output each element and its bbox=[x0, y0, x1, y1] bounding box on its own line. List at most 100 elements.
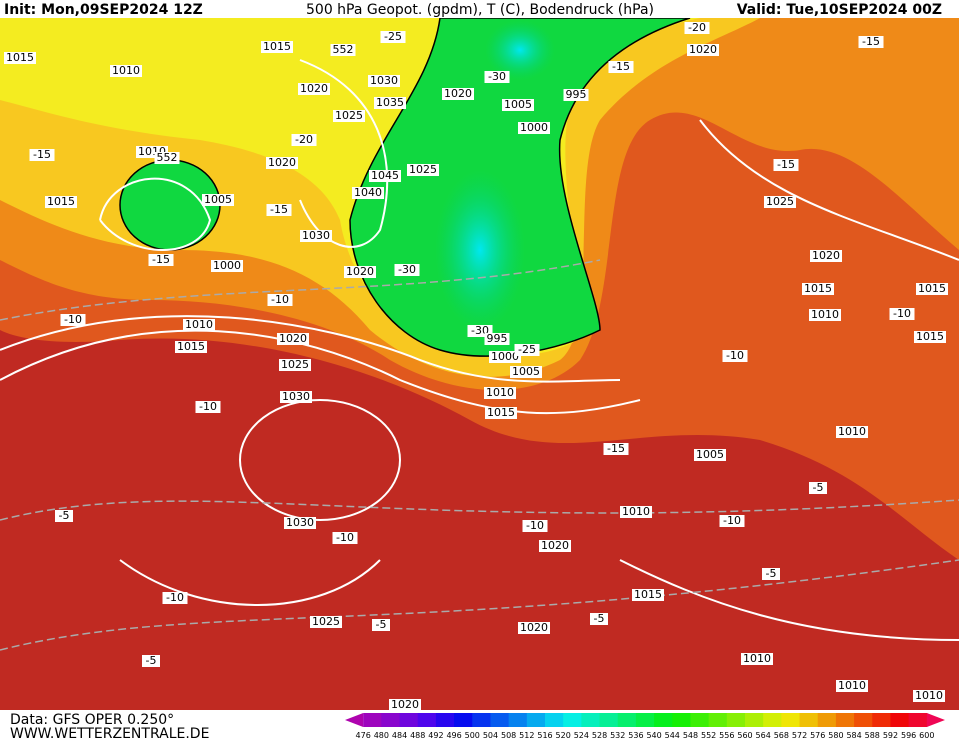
colorbar-label: 544 bbox=[665, 731, 680, 740]
label-box bbox=[522, 520, 548, 532]
isoline-label: 1010 bbox=[486, 386, 514, 399]
isoline-label: -10 bbox=[199, 400, 217, 413]
isoline-label: -15 bbox=[152, 253, 170, 266]
colorbar-label: 496 bbox=[446, 731, 461, 740]
isoline-label: 1030 bbox=[286, 516, 314, 529]
isoline-label: 552 bbox=[333, 43, 354, 56]
label-box bbox=[694, 449, 726, 461]
label-box bbox=[29, 149, 55, 161]
cold-core bbox=[485, 20, 555, 80]
colorbar-label: 592 bbox=[883, 731, 898, 740]
colorbar-segment bbox=[799, 713, 819, 727]
label-box bbox=[195, 401, 221, 413]
label-box bbox=[914, 331, 946, 343]
colorbar-segment bbox=[508, 713, 528, 727]
isoline-label: 552 bbox=[157, 151, 178, 164]
isoline-label: 1020 bbox=[391, 698, 419, 711]
isoline-label: 1020 bbox=[812, 249, 840, 262]
isoline-label: -10 bbox=[893, 307, 911, 320]
label-box bbox=[489, 351, 521, 363]
isoline-label: -5 bbox=[594, 612, 605, 625]
label-box bbox=[261, 41, 293, 53]
isoline-label: -30 bbox=[488, 70, 506, 83]
isoline-label: 1010 bbox=[185, 318, 213, 331]
colorbar-segment bbox=[835, 713, 855, 727]
colorbar-segment bbox=[490, 713, 510, 727]
isoline-label: 1015 bbox=[177, 340, 205, 353]
colorbar-label: 576 bbox=[810, 731, 825, 740]
label-box bbox=[380, 31, 406, 43]
label-box bbox=[374, 97, 406, 109]
colorbar-label: 596 bbox=[901, 731, 916, 740]
label-box bbox=[148, 254, 174, 266]
label-box bbox=[603, 443, 629, 455]
colorbar-segment bbox=[417, 713, 437, 727]
label-box bbox=[810, 250, 842, 262]
colorbar-segment bbox=[635, 713, 655, 727]
label-box bbox=[202, 194, 234, 206]
label-box bbox=[368, 75, 400, 87]
isoline-label: 1015 bbox=[916, 330, 944, 343]
colorbar-segment bbox=[399, 713, 419, 727]
label-box bbox=[266, 204, 292, 216]
isoline-label: -5 bbox=[376, 618, 387, 631]
colorbar-label: 492 bbox=[428, 731, 443, 740]
isoline-label: 1015 bbox=[487, 406, 515, 419]
isoline-label: -20 bbox=[688, 21, 706, 34]
isoline-label: -10 bbox=[526, 519, 544, 532]
colorbar-label: 528 bbox=[592, 731, 607, 740]
isoline-label: -20 bbox=[295, 133, 313, 146]
label-box bbox=[389, 699, 421, 711]
isoline-label: 1025 bbox=[335, 109, 363, 122]
colorbar-label: 552 bbox=[701, 731, 716, 740]
isoline-label: 1045 bbox=[371, 169, 399, 182]
label-box bbox=[741, 653, 773, 665]
label-box bbox=[55, 510, 73, 522]
colorbar-label: 572 bbox=[792, 731, 807, 740]
colorbar-label: 588 bbox=[865, 731, 880, 740]
colorbar-label: 532 bbox=[610, 731, 625, 740]
label-box bbox=[394, 264, 420, 276]
isoline-label: -10 bbox=[336, 531, 354, 544]
isoline-label: 1015 bbox=[6, 51, 34, 64]
header-bar bbox=[0, 0, 959, 18]
label-box bbox=[889, 308, 915, 320]
label-box bbox=[372, 619, 390, 631]
isoline-label: 1020 bbox=[520, 621, 548, 634]
colorbar-segment bbox=[472, 713, 491, 727]
isoline-label: 1020 bbox=[541, 539, 569, 552]
isoline-label: 1020 bbox=[300, 82, 328, 95]
isoline-label: 1010 bbox=[838, 425, 866, 438]
label-box bbox=[809, 309, 841, 321]
label-box bbox=[518, 622, 550, 634]
isoline-label: 1040 bbox=[354, 186, 382, 199]
colorbar-label: 560 bbox=[737, 731, 752, 740]
colorbar-segment bbox=[672, 713, 691, 727]
valid-time: Valid: Tue,10SEP2024 00Z bbox=[737, 2, 942, 18]
colorbar-label: 524 bbox=[574, 731, 589, 740]
colorbar-arrow bbox=[926, 713, 945, 727]
label-box bbox=[277, 333, 309, 345]
label-box bbox=[330, 44, 356, 56]
isoline-label: -10 bbox=[271, 293, 289, 306]
isoline-label: 1010 bbox=[915, 689, 943, 702]
colorbar-segment bbox=[363, 713, 382, 727]
isoline-label: -5 bbox=[59, 509, 70, 522]
colorbar-label: 504 bbox=[483, 731, 498, 740]
colorbar-segment bbox=[654, 713, 673, 727]
isoline-label: 1035 bbox=[376, 96, 404, 109]
label-box bbox=[280, 391, 312, 403]
label-box bbox=[858, 36, 884, 48]
colorbar-segment bbox=[381, 713, 401, 727]
label-box bbox=[284, 517, 316, 529]
isoline-label: 995 bbox=[487, 332, 508, 345]
label-box bbox=[298, 83, 330, 95]
label-box bbox=[608, 61, 634, 73]
colorbar-segment bbox=[708, 713, 728, 727]
label-box bbox=[590, 613, 608, 625]
colorbar-label: 512 bbox=[519, 731, 534, 740]
isoline-label: 1025 bbox=[766, 195, 794, 208]
isoline-label: 1030 bbox=[282, 390, 310, 403]
label-box bbox=[484, 333, 510, 345]
colorbar-label: 480 bbox=[374, 731, 389, 740]
